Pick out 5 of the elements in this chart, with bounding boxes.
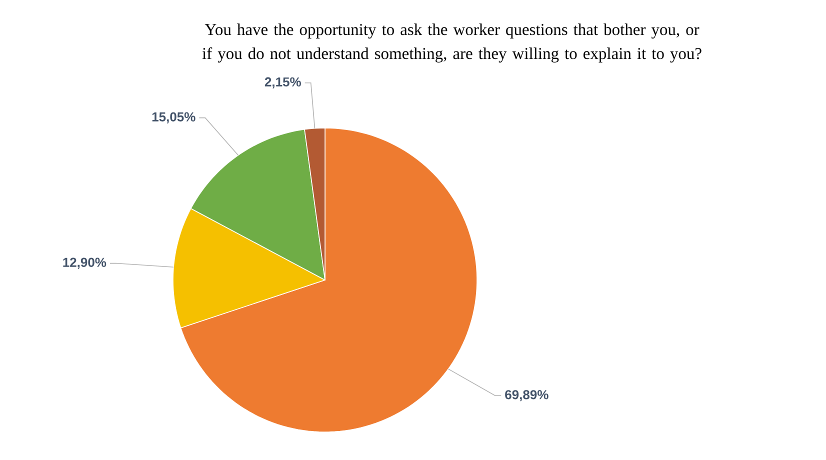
- data-label: 69,89%: [505, 390, 548, 402]
- data-label: 2,15%: [264, 77, 301, 88]
- data-label: 15,05%: [152, 112, 196, 124]
- data-label: 12,90%: [63, 258, 106, 269]
- chart-title: You have the opportunity to ask the worker questions that bother you, or if you do not understand something, are they willing to explain it to you?: [202, 24, 702, 63]
